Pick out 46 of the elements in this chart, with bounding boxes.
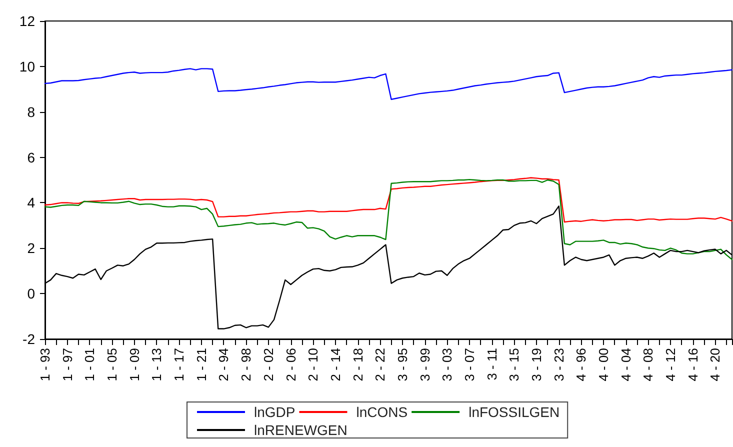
x-tick-label: 2 - 10 [306,348,321,382]
x-tick-label: 3 - 19 [529,348,544,382]
x-tick-label: 4 - 96 [574,348,589,382]
y-tick-label: 10 [19,58,36,74]
x-tick-label: 2 - 94 [216,348,232,382]
x-tick-label: 4 - 20 [708,348,723,382]
line-series [44,68,733,100]
x-tick-label: 1 - 05 [104,348,120,382]
legend-label: lnGDP [254,404,296,420]
x-tick-label: 3 - 15 [506,348,522,382]
x-tick-label: 4 - 12 [663,348,678,382]
x-tick-label: 2 - 18 [350,348,366,382]
x-tick-label: 2 - 06 [283,348,298,382]
x-tick-label: 1 - 21 [194,348,209,382]
x-tick-label: 1 - 09 [126,348,142,382]
x-tick-label: 1 - 93 [38,348,52,382]
x-tick-label: 3 - 07 [462,348,477,382]
x-tick-label: 4 - 08 [640,348,656,382]
x-tick-label: 4 - 00 [596,348,612,382]
x-tick-label: 2 - 98 [238,348,254,382]
x-tick-label: 1 - 01 [82,348,98,382]
line-series [44,178,733,260]
legend-label: lnCONS [356,404,408,420]
y-tick-label: 6 [27,149,36,166]
x-tick-label: 2 - 22 [372,348,388,382]
y-tick-label: -2 [22,331,36,347]
x-tick-label: 3 - 99 [417,348,432,382]
x-tick-label: 2 - 14 [328,348,343,382]
x-tick-label: 4 - 16 [685,348,700,382]
x-tick-label: 3 - 11 [484,348,500,380]
x-tick-label: 2 - 02 [260,348,276,382]
x-tick-label: 3 - 23 [551,348,566,382]
x-tick-label: 3 - 03 [440,348,455,382]
x-tick-label: 4 - 04 [618,348,634,382]
y-tick-label: 0 [27,286,36,302]
legend-label: lnFOSSILGEN [468,404,560,420]
y-tick-label: 8 [27,104,36,120]
x-tick-label: 3 - 95 [394,348,410,382]
y-tick-label: 2 [27,240,36,256]
line-series [44,177,733,223]
legend-label: lnRENEWGEN [254,422,348,438]
y-tick-label: 12 [19,13,36,29]
y-tick-label: 4 [27,194,36,211]
x-tick-label: 1 - 97 [60,348,75,382]
x-tick-label: 1 - 17 [172,348,187,382]
x-tick-label: 1 - 13 [149,348,164,382]
